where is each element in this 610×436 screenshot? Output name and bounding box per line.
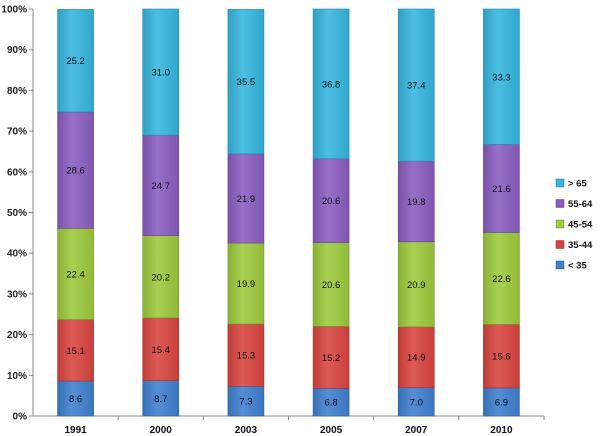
data-label: 6.8 — [324, 398, 337, 409]
bar-segment — [227, 323, 265, 387]
x-tick-label: 2000 — [150, 425, 173, 436]
legend-swatch — [555, 199, 565, 208]
data-label: 20.9 — [407, 280, 426, 291]
legend-swatch — [555, 260, 565, 270]
data-label: 14.9 — [407, 353, 426, 364]
bar-segment — [483, 8, 520, 145]
data-label: 21.6 — [492, 184, 511, 195]
bar-segment — [142, 8, 180, 136]
legend: > 65 55-64 45-54 35-44 < 35 — [555, 178, 593, 272]
data-label: 31.0 — [152, 68, 171, 79]
y-tick-label: 30% — [7, 289, 27, 300]
x-tick-label: 2010 — [490, 425, 513, 436]
data-label: 8.6 — [69, 394, 82, 405]
bar-segment — [142, 134, 180, 236]
y-tick-label: 90% — [7, 45, 27, 56]
x-tick-label: 2003 — [235, 425, 258, 436]
legend-swatch — [555, 219, 565, 229]
data-label: 21.9 — [237, 194, 256, 205]
x-tick-label: 2005 — [320, 425, 343, 436]
bar-segment — [483, 144, 520, 233]
data-label: 25.2 — [66, 56, 85, 67]
data-label: 28.6 — [66, 166, 85, 177]
data-label: 22.6 — [492, 274, 511, 285]
data-label: 7.3 — [239, 397, 252, 408]
bar-segment — [397, 387, 435, 417]
bar-segment — [57, 111, 94, 229]
y-tick-label: 40% — [7, 249, 27, 260]
data-label: 35.5 — [237, 77, 256, 88]
x-tick-label: 2007 — [405, 425, 428, 436]
data-label: 15.2 — [322, 353, 341, 364]
bar-segment — [312, 158, 350, 243]
data-label: 15.6 — [492, 352, 511, 363]
bar-segment — [227, 9, 265, 155]
data-label: 33.3 — [492, 72, 511, 83]
legend-label: 35-44 — [568, 240, 593, 251]
legend-label: < 35 — [568, 261, 587, 272]
x-tick-label: 1991 — [64, 425, 87, 436]
bar-segment — [397, 241, 435, 328]
bar-segment — [227, 385, 265, 417]
bar-segment — [312, 326, 350, 389]
data-label: 20.6 — [322, 196, 341, 207]
data-label: 19.8 — [407, 197, 426, 208]
legend-label: 45-54 — [568, 220, 593, 231]
bar-segment — [142, 317, 180, 381]
y-tick-label: 70% — [7, 127, 27, 138]
axes: 0% 10% 20% 30% 40% 50% 60% 70% 80% 90% 100% 1991 200… — [1, 5, 545, 436]
y-tick-label: 0% — [13, 412, 28, 423]
y-tick-label: 100% — [1, 5, 27, 16]
bar-segment — [397, 160, 435, 243]
y-tick-label: 20% — [7, 330, 27, 341]
data-label: 19.9 — [237, 279, 256, 290]
y-tick-label: 80% — [7, 86, 27, 97]
data-label: 37.4 — [407, 81, 426, 92]
bar-segment — [142, 380, 180, 417]
data-label: 15.1 — [66, 346, 85, 357]
legend-swatch — [555, 178, 565, 188]
legend-label: 55-64 — [568, 199, 593, 210]
y-tick-label: 50% — [7, 208, 27, 219]
data-label: 8.7 — [154, 394, 167, 405]
y-tick-label: 10% — [7, 371, 27, 382]
bar-segment — [312, 8, 350, 160]
data-label: 6.9 — [495, 397, 508, 408]
bar-segment — [57, 380, 94, 417]
data-label: 20.6 — [322, 280, 341, 291]
data-label: 15.4 — [152, 345, 171, 356]
bar-segment — [227, 242, 265, 325]
data-label: 22.4 — [66, 269, 85, 280]
bar-segment — [312, 242, 350, 327]
bar-segment — [57, 9, 94, 113]
bar-segment — [483, 232, 520, 325]
y-tick-label: 60% — [7, 167, 27, 178]
bar-segment — [483, 387, 520, 417]
bar-segment — [142, 235, 180, 319]
bar-segment — [397, 8, 435, 162]
data-label: 7.0 — [410, 397, 423, 408]
data-label: 15.3 — [237, 351, 256, 362]
data-label: 24.7 — [152, 181, 171, 192]
legend-label: > 65 — [568, 179, 587, 190]
bars: 8.6 15.1 22.4 28.6 25.2 8.7 15.4 20.2 24.7 31.0 7.… — [57, 8, 520, 417]
bar-segment — [57, 319, 94, 382]
bar-segment — [227, 153, 265, 244]
bar-segment — [57, 228, 94, 320]
bar-segment — [483, 324, 520, 389]
data-label: 36.8 — [322, 79, 341, 90]
legend-swatch — [555, 240, 565, 249]
data-label: 20.2 — [152, 272, 171, 283]
